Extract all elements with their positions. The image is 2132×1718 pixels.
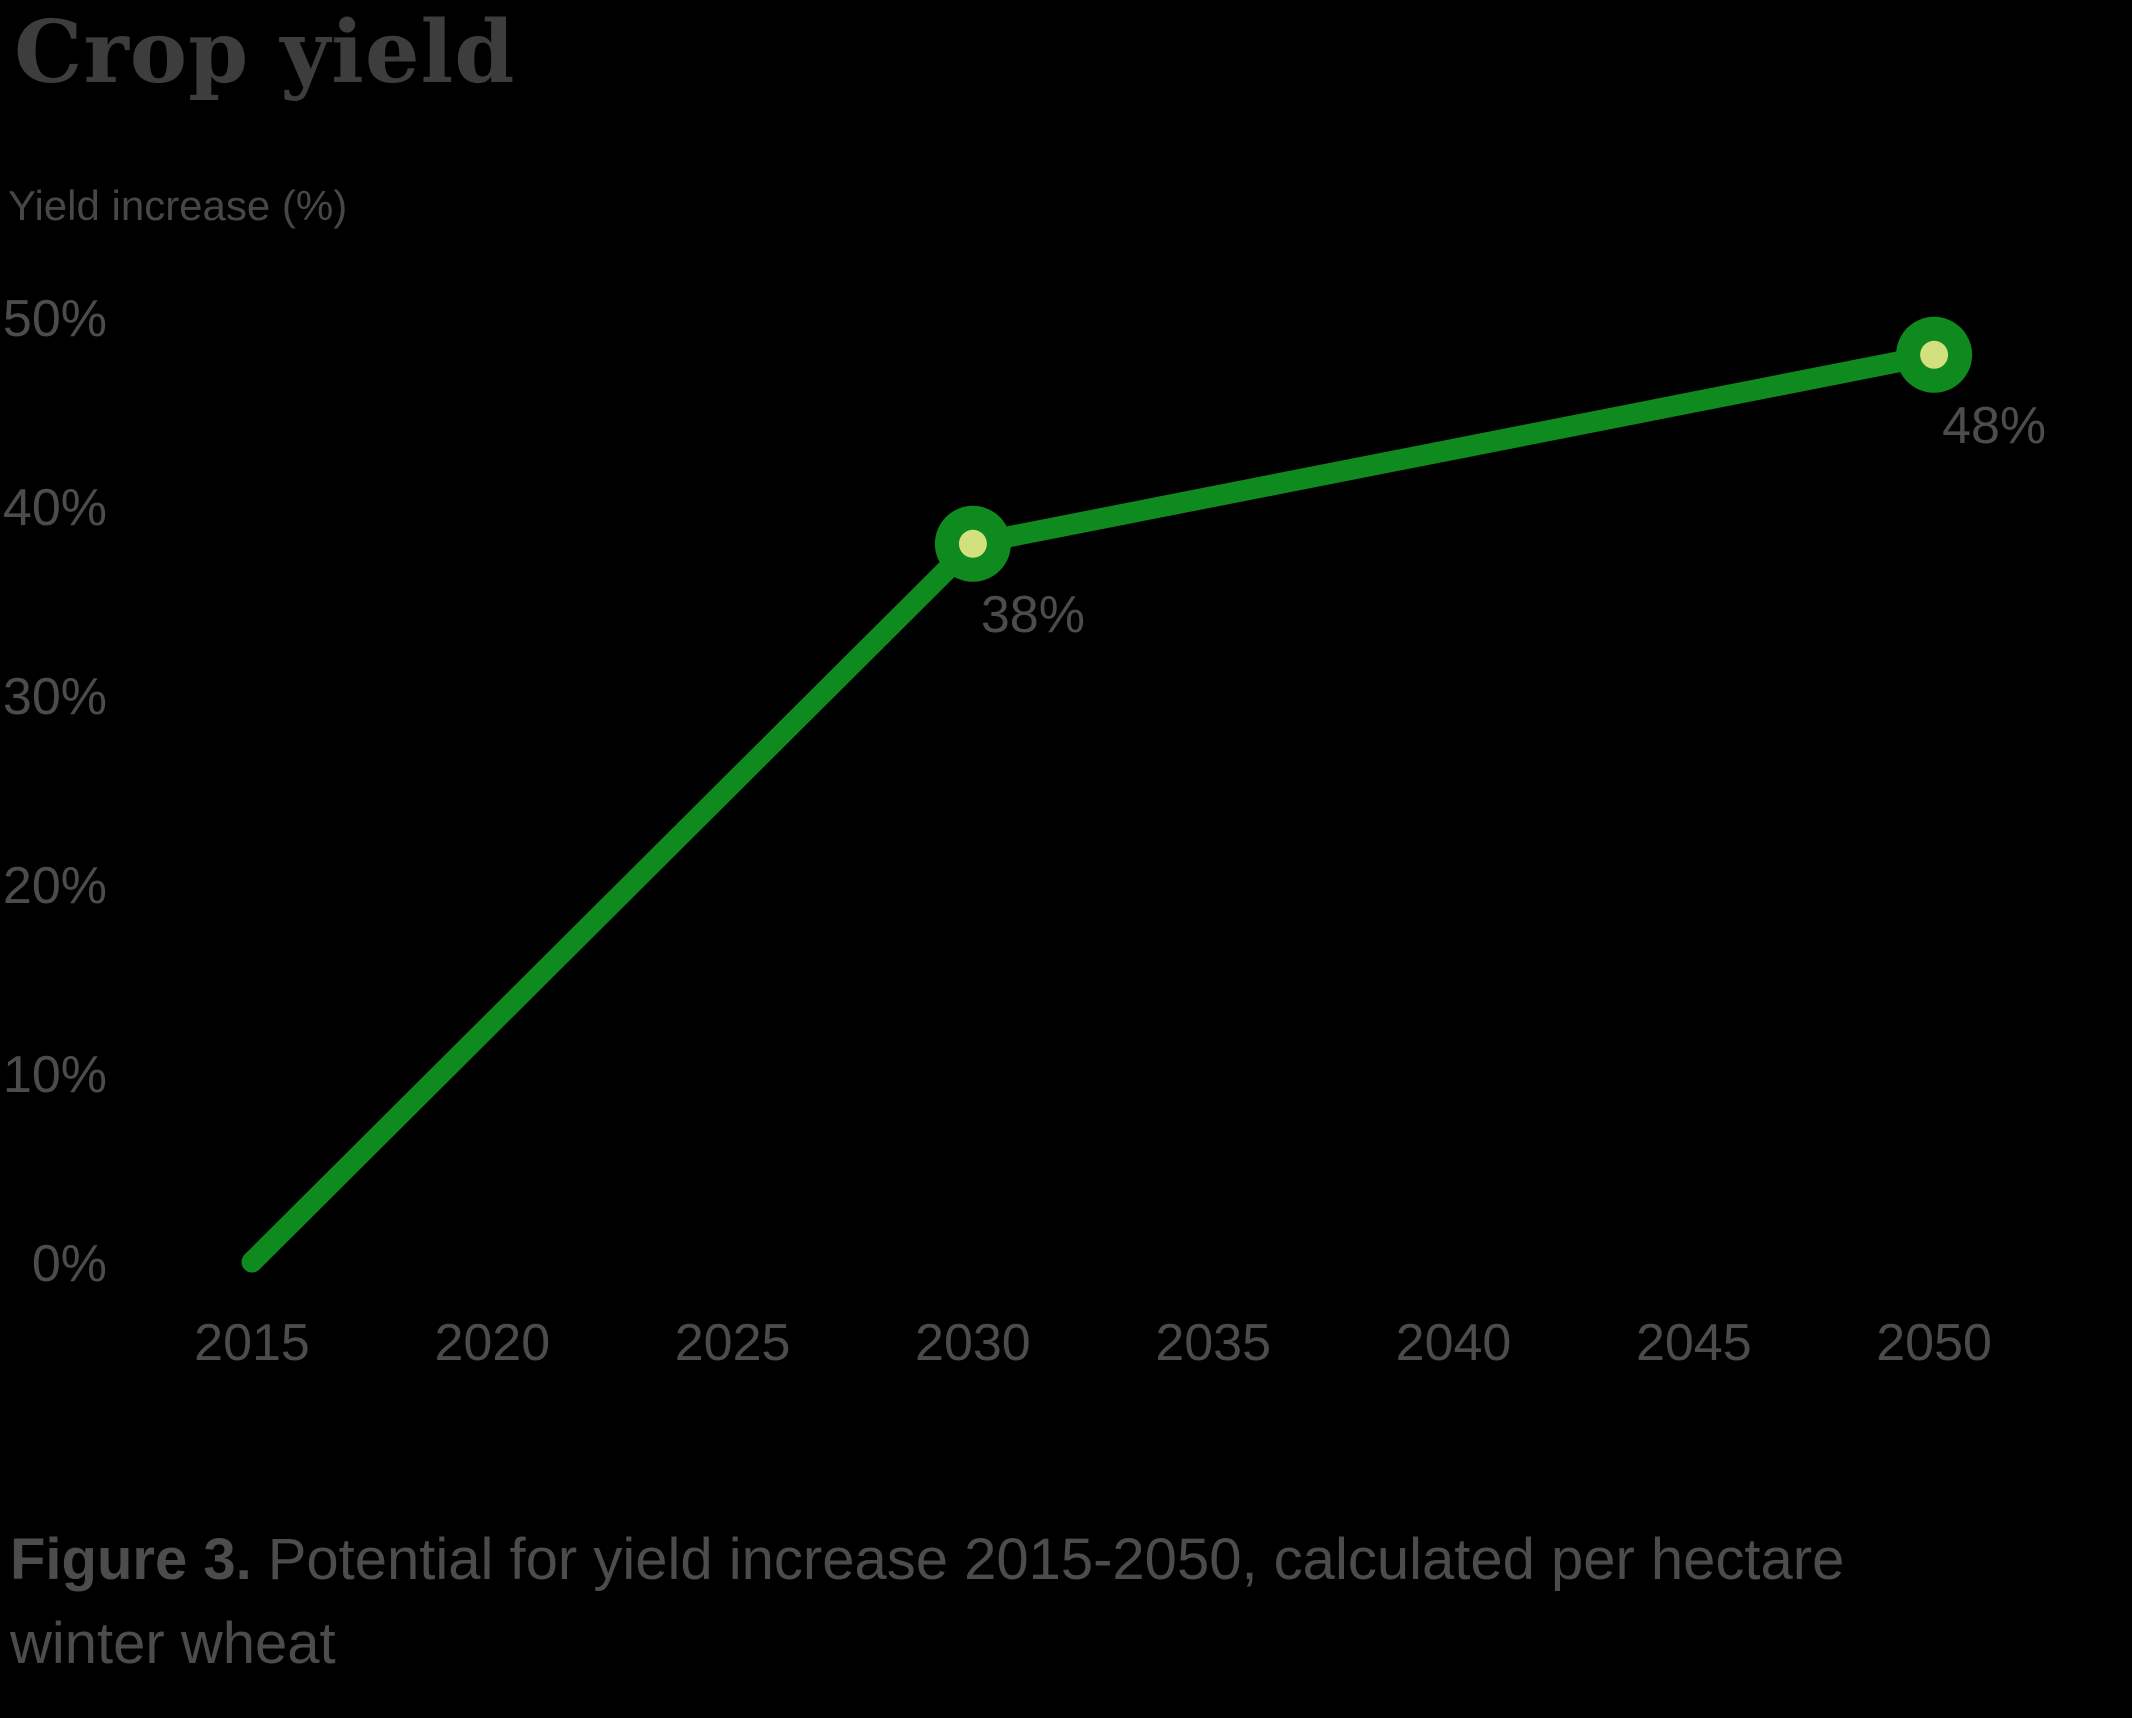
point-label-2030: 38%: [981, 586, 1085, 644]
x-tick-label-2015: 2015: [194, 1314, 310, 1372]
x-tick-label-2030: 2030: [915, 1314, 1031, 1372]
x-tick-label-2040: 2040: [1396, 1314, 1512, 1372]
y-axis-title: Yield increase (%): [8, 182, 348, 229]
x-tick-label-2035: 2035: [1155, 1314, 1271, 1372]
figure-caption-text: Potential for yield increase 2015-2050, …: [10, 1527, 1845, 1676]
y-tick-label-20pct: 20%: [3, 857, 107, 915]
line-series: [241, 344, 1945, 1273]
y-tick-label-0pct: 0%: [32, 1235, 107, 1293]
data-point-inner-2030: [958, 529, 987, 558]
chart-title: Crop yield: [14, 2, 516, 103]
x-tick-label-2025: 2025: [675, 1314, 791, 1372]
y-tick-label-50pct: 50%: [3, 290, 107, 348]
y-tick-label-40pct: 40%: [3, 479, 107, 537]
x-tick-label-2020: 2020: [434, 1314, 550, 1372]
x-tick-label-2045: 2045: [1636, 1314, 1752, 1372]
y-tick-label-30pct: 30%: [3, 668, 107, 726]
point-label-2050: 48%: [1942, 397, 2046, 455]
figure-caption: Figure 3. Potential for yield increase 20…: [10, 1518, 1990, 1686]
data-point-inner-2050: [1920, 340, 1949, 369]
x-tick-label-2050: 2050: [1876, 1314, 1992, 1372]
y-tick-label-10pct: 10%: [3, 1046, 107, 1104]
figure-caption-label: Figure 3.: [10, 1527, 252, 1592]
